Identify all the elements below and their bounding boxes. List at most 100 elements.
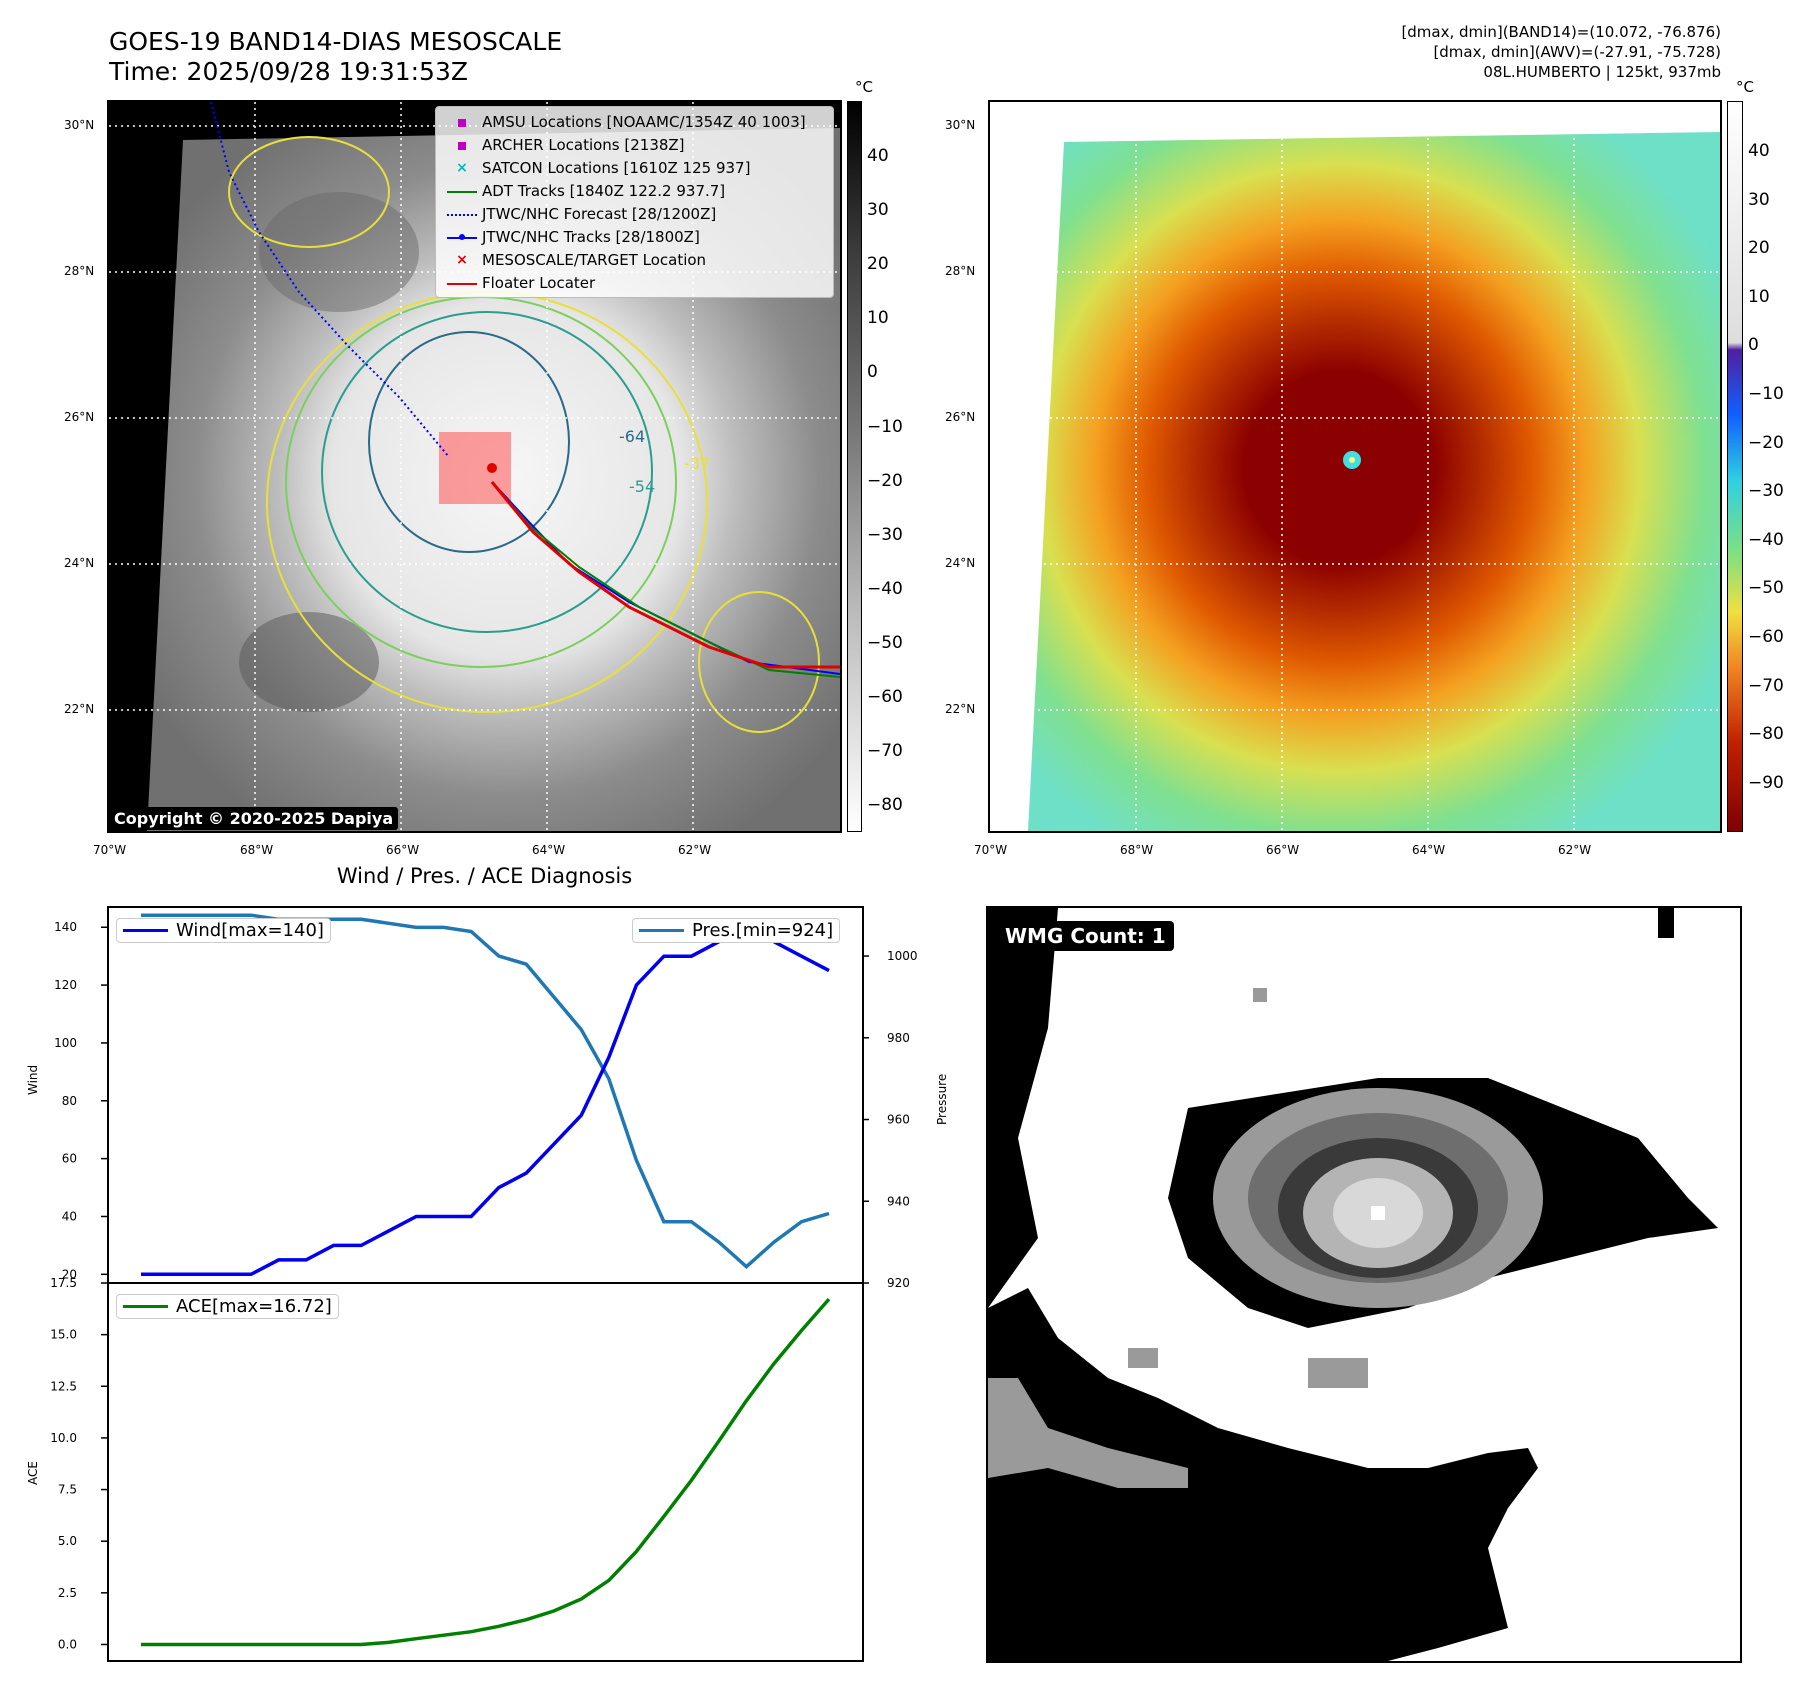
legend-satcon: × SATCON Locations [1610Z 125 937] (442, 157, 827, 180)
legend-forecast: JTWC/NHC Forecast [28/1200Z] (442, 203, 827, 226)
left-colorbar (847, 101, 862, 832)
diagnosis-svg: 140 120 100 80 60 40 20 1000 980 960 940 920 17.5 15.… (50, 906, 918, 1662)
left-cbar-tick: −60 (867, 687, 903, 707)
awv-gridlines (990, 102, 1720, 831)
legend-tracks: JTWC/NHC Tracks [28/1800Z] (442, 226, 827, 249)
band14-minmax: [dmax, dmin](BAND14)=(10.072, -76.876) (1401, 23, 1721, 41)
wmg-count-label: WMG Count: 1 (997, 921, 1174, 951)
ace-tick-label: 7.5 (58, 1483, 77, 1497)
wind-axis-label: Wind (26, 1064, 40, 1095)
right-colorbar (1727, 101, 1743, 832)
archer-square-icon (458, 141, 466, 150)
wind-legend: Wind[max=140] (116, 918, 331, 943)
awv-image (990, 102, 1720, 831)
left-cbar-tick: −10 (867, 416, 903, 437)
floater-line-icon (447, 282, 477, 285)
wmg-image (988, 908, 1740, 1661)
storm-info: 08L.HUMBERTO | 125kt, 937mb (1483, 63, 1721, 81)
pressure-tick-label: 980 (887, 1031, 910, 1045)
right-cbar-tick: −10 (1748, 384, 1784, 404)
right-cbar-tick: −90 (1748, 772, 1784, 793)
wmg-panel (986, 906, 1742, 1663)
left-cbar-unit: °C (855, 78, 873, 96)
satcon-x-icon: × (456, 160, 468, 176)
left-cbar-tick: 30 (867, 200, 889, 221)
right-cbar-tick: −50 (1748, 578, 1784, 599)
left-cbar-tick: 40 (867, 146, 889, 166)
left-cbar-tick: 0 (867, 362, 878, 383)
awv-lon-label-70: 70°W (974, 843, 1008, 857)
awv-lat-label-24: 24°N (945, 556, 976, 570)
ace-tick-label: 12.5 (50, 1379, 77, 1393)
wind-pres-axes (107, 906, 864, 1284)
pressure-tick-label: 940 (887, 1194, 910, 1208)
awv-lat-label-30: 30°N (945, 118, 976, 132)
pressure-tick-label: 960 (887, 1113, 910, 1127)
adt-line-icon (447, 190, 477, 193)
left-cbar-tick: −50 (867, 632, 903, 653)
right-cbar-tick: −40 (1748, 529, 1784, 550)
right-cbar-unit: °C (1736, 78, 1754, 96)
awv-minmax: [dmax, dmin](AWV)=(-27.91, -75.728) (1433, 43, 1721, 61)
lon-label-70: 70°W (93, 843, 127, 857)
wind-tick-label: 60 (62, 1152, 77, 1166)
diagnosis-chart: 140 120 100 80 60 40 20 1000 980 960 940 920 17.5 15.… (50, 906, 918, 1663)
pressure-tick-label: 1000 (887, 949, 918, 963)
left-cbar-tick: −40 (867, 578, 903, 599)
lon-label-62: 62°W (678, 843, 712, 857)
contour-label-54: -54 (629, 477, 655, 496)
legend-amsu: AMSU Locations [NOAAMC/1354Z 40 1003] (442, 111, 827, 134)
awv-field (1028, 132, 1720, 831)
ace-tick-label: 17.5 (50, 1276, 77, 1290)
right-cbar-tick: −80 (1748, 724, 1784, 745)
left-cbar-tick: 20 (867, 254, 889, 275)
amsu-square-icon (458, 118, 466, 127)
floater-track (490, 481, 840, 669)
ace-series (141, 1297, 831, 1647)
awv-lon-label-62: 62°W (1558, 843, 1592, 857)
left-cbar-tick: −20 (867, 470, 903, 491)
right-cbar-tick: −60 (1748, 627, 1784, 647)
pressure-legend-line-icon (639, 929, 684, 932)
right-cbar-tick: 40 (1748, 141, 1770, 161)
target-x-icon: × (456, 252, 468, 268)
right-cbar-tick: 10 (1748, 286, 1770, 307)
pressure-axis-label: Pressure (935, 1073, 949, 1125)
right-cbar-tick: −20 (1748, 432, 1784, 453)
wind-legend-line-icon (123, 929, 168, 932)
pressure-legend: Pres.[min=924] (632, 918, 841, 943)
right-cbar-tick: 30 (1748, 189, 1770, 210)
legend-mesoscale: × MESOSCALE/TARGET Location (442, 249, 827, 272)
ace-tick-label: 0.0 (58, 1637, 77, 1651)
awv-satellite-panel (988, 100, 1722, 833)
ace-legend: ACE[max=16.72] (116, 1294, 339, 1319)
right-cbar-tick: −70 (1748, 675, 1784, 696)
ace-legend-line-icon (123, 1305, 168, 1308)
wind-tick-label: 80 (62, 1094, 77, 1108)
lon-label-68: 68°W (240, 843, 274, 857)
awv-lon-label-68: 68°W (1120, 843, 1154, 857)
copyright-label: Copyright © 2020-2025 Dapiya (109, 807, 399, 830)
wind-tick-label: 120 (54, 978, 77, 992)
adt-track (491, 481, 840, 678)
lat-label-28: 28°N (64, 264, 95, 278)
left-cbar-tick: −80 (867, 795, 903, 816)
lat-label-22: 22°N (64, 702, 95, 716)
legend-archer: ARCHER Locations [2138Z] (442, 134, 827, 157)
chart-title: GOES-19 BAND14-DIAS MESOSCALE (109, 27, 563, 56)
right-cbar-tick: 20 (1748, 238, 1770, 259)
awv-lat-label-22: 22°N (945, 702, 976, 716)
contour-label-37: -37 (684, 454, 710, 473)
diagnosis-title: Wind / Pres. / ACE Diagnosis (336, 864, 633, 888)
contour-teal (321, 311, 653, 633)
awv-lon-label-64: 64°W (1412, 843, 1446, 857)
pressure-tick-label: 920 (887, 1276, 910, 1290)
ace-tick-label: 5.0 (58, 1534, 77, 1548)
left-cbar-tick: 10 (867, 308, 889, 329)
legend-floater: Floater Locater (442, 272, 827, 295)
right-cbar-tick: 0 (1748, 335, 1759, 356)
legend-adt: ADT Tracks [1840Z 122.2 937.7] (442, 180, 827, 203)
pressure-series (141, 913, 830, 1270)
lat-label-24: 24°N (64, 556, 95, 570)
left-cbar-tick: −70 (867, 741, 903, 762)
